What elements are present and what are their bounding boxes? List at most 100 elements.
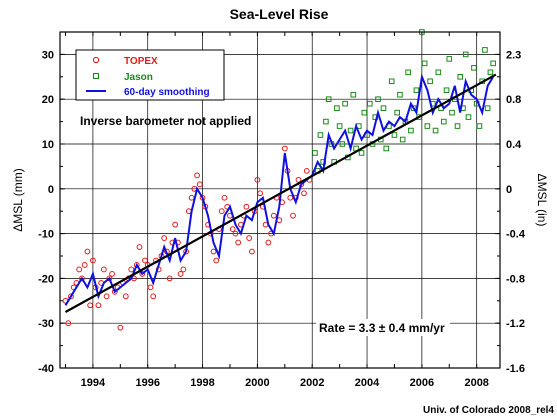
topex-point (109, 271, 115, 277)
y2-tick-label: -1.2 (506, 318, 525, 330)
topex-point (128, 266, 135, 273)
topex-point (87, 302, 94, 309)
topex-point (281, 145, 288, 152)
jason-point (484, 105, 491, 111)
jason-point (361, 109, 368, 116)
jason-point (424, 123, 431, 129)
topex-point (139, 271, 146, 277)
y2-tick-label: 0.8 (506, 94, 521, 106)
jason-point (408, 127, 414, 134)
y2-tick-label: 0 (506, 184, 512, 196)
topex-point (221, 194, 228, 201)
chart-title: Sea-Level Rise (230, 6, 329, 22)
topex-point (89, 257, 96, 264)
smoothing-line (64, 73, 494, 306)
axis-ticks: -40 -1.6 -30 -1.2 -20 -0.8 -10 -0.4 0 0 10 0.4 20 0.8… (38, 31, 526, 389)
topex-point (177, 271, 184, 277)
topex-point (188, 194, 195, 201)
jason-point (476, 123, 483, 129)
topex-point (194, 172, 200, 179)
jason-point (325, 96, 332, 103)
topex-point (232, 230, 239, 237)
legend-topex-marker (92, 56, 100, 64)
credit-label: Univ. of Colorado 2008_rel4 (423, 405, 554, 416)
jason-point (380, 105, 387, 111)
jason-point (490, 60, 496, 67)
topex-point (213, 257, 220, 264)
x-tick-label: 2000 (245, 377, 269, 389)
jason-point (334, 105, 340, 111)
jason-point (413, 87, 420, 94)
jason-point (454, 123, 461, 129)
topex-point (117, 324, 124, 331)
topex-point (150, 293, 157, 300)
y-tick-label: 20 (42, 94, 54, 106)
y-axis-title: ΔMSL (mm) (11, 168, 25, 232)
rate-box (316, 319, 450, 336)
topex-point (161, 235, 168, 241)
jason-point (388, 78, 395, 85)
data-series (62, 29, 497, 331)
y-tick-label: 30 (42, 49, 54, 61)
jason-point (375, 96, 381, 103)
x-tick-label: 1998 (190, 377, 214, 389)
jason-point (443, 87, 450, 94)
legend-jason-marker (92, 72, 100, 80)
topex-point (257, 190, 264, 197)
y2-axis-title: ΔMSL (in) (535, 174, 549, 227)
y-tick-label: -30 (38, 318, 54, 330)
jason-point (441, 118, 447, 125)
y-tick-label: -40 (38, 363, 54, 375)
jason-point (391, 132, 398, 138)
jason-point (347, 127, 354, 134)
topex-point (95, 302, 102, 309)
topex-point (218, 208, 225, 215)
topex-point (287, 194, 294, 201)
topex-point (122, 293, 129, 300)
jason-point (410, 105, 417, 111)
topex-point (103, 293, 110, 300)
jason-point (471, 65, 477, 71)
x-tick-label: 2002 (300, 377, 324, 389)
y-tick-label: 10 (42, 139, 54, 151)
jason-point (405, 69, 411, 76)
topex-point (76, 266, 83, 273)
topex-point (81, 262, 88, 268)
jason-point (350, 91, 357, 98)
y2-tick-label: 0.4 (506, 139, 522, 151)
jason-point (383, 145, 390, 152)
topex-point (142, 257, 148, 264)
jason-point (342, 100, 348, 107)
topex-point (100, 266, 107, 273)
topex-point (265, 239, 272, 246)
jason-point (312, 150, 318, 156)
topex-point (246, 235, 253, 241)
topex-point (147, 284, 154, 291)
topex-point (68, 293, 74, 300)
legend-topex-label: TOPEX (124, 56, 158, 67)
trend-line (64, 73, 497, 313)
x-tick-label: 2004 (355, 377, 380, 389)
jason-point (399, 136, 406, 143)
jason-point (462, 51, 469, 58)
topex-point (270, 212, 277, 219)
topex-point (79, 275, 85, 282)
barometer-annotation: Inverse barometer not applied (80, 114, 251, 128)
y2-tick-label: 2.3 (506, 49, 521, 61)
jason-point (394, 109, 400, 116)
jason-point (449, 109, 455, 116)
y2-tick-label: -0.8 (506, 273, 525, 285)
x-tick-label: 1994 (81, 377, 106, 389)
jason-point (421, 60, 428, 67)
jason-point (432, 127, 439, 134)
jason-point (336, 123, 343, 129)
topex-point (301, 190, 307, 197)
jason-point (427, 78, 433, 85)
y2-tick-label: -0.4 (506, 229, 526, 241)
topex-point (249, 248, 255, 255)
jason-point (482, 47, 488, 53)
legend: TOPEX Jason 60-day smoothing (75, 49, 225, 101)
topex-point (84, 248, 91, 255)
topex-point (136, 244, 143, 250)
